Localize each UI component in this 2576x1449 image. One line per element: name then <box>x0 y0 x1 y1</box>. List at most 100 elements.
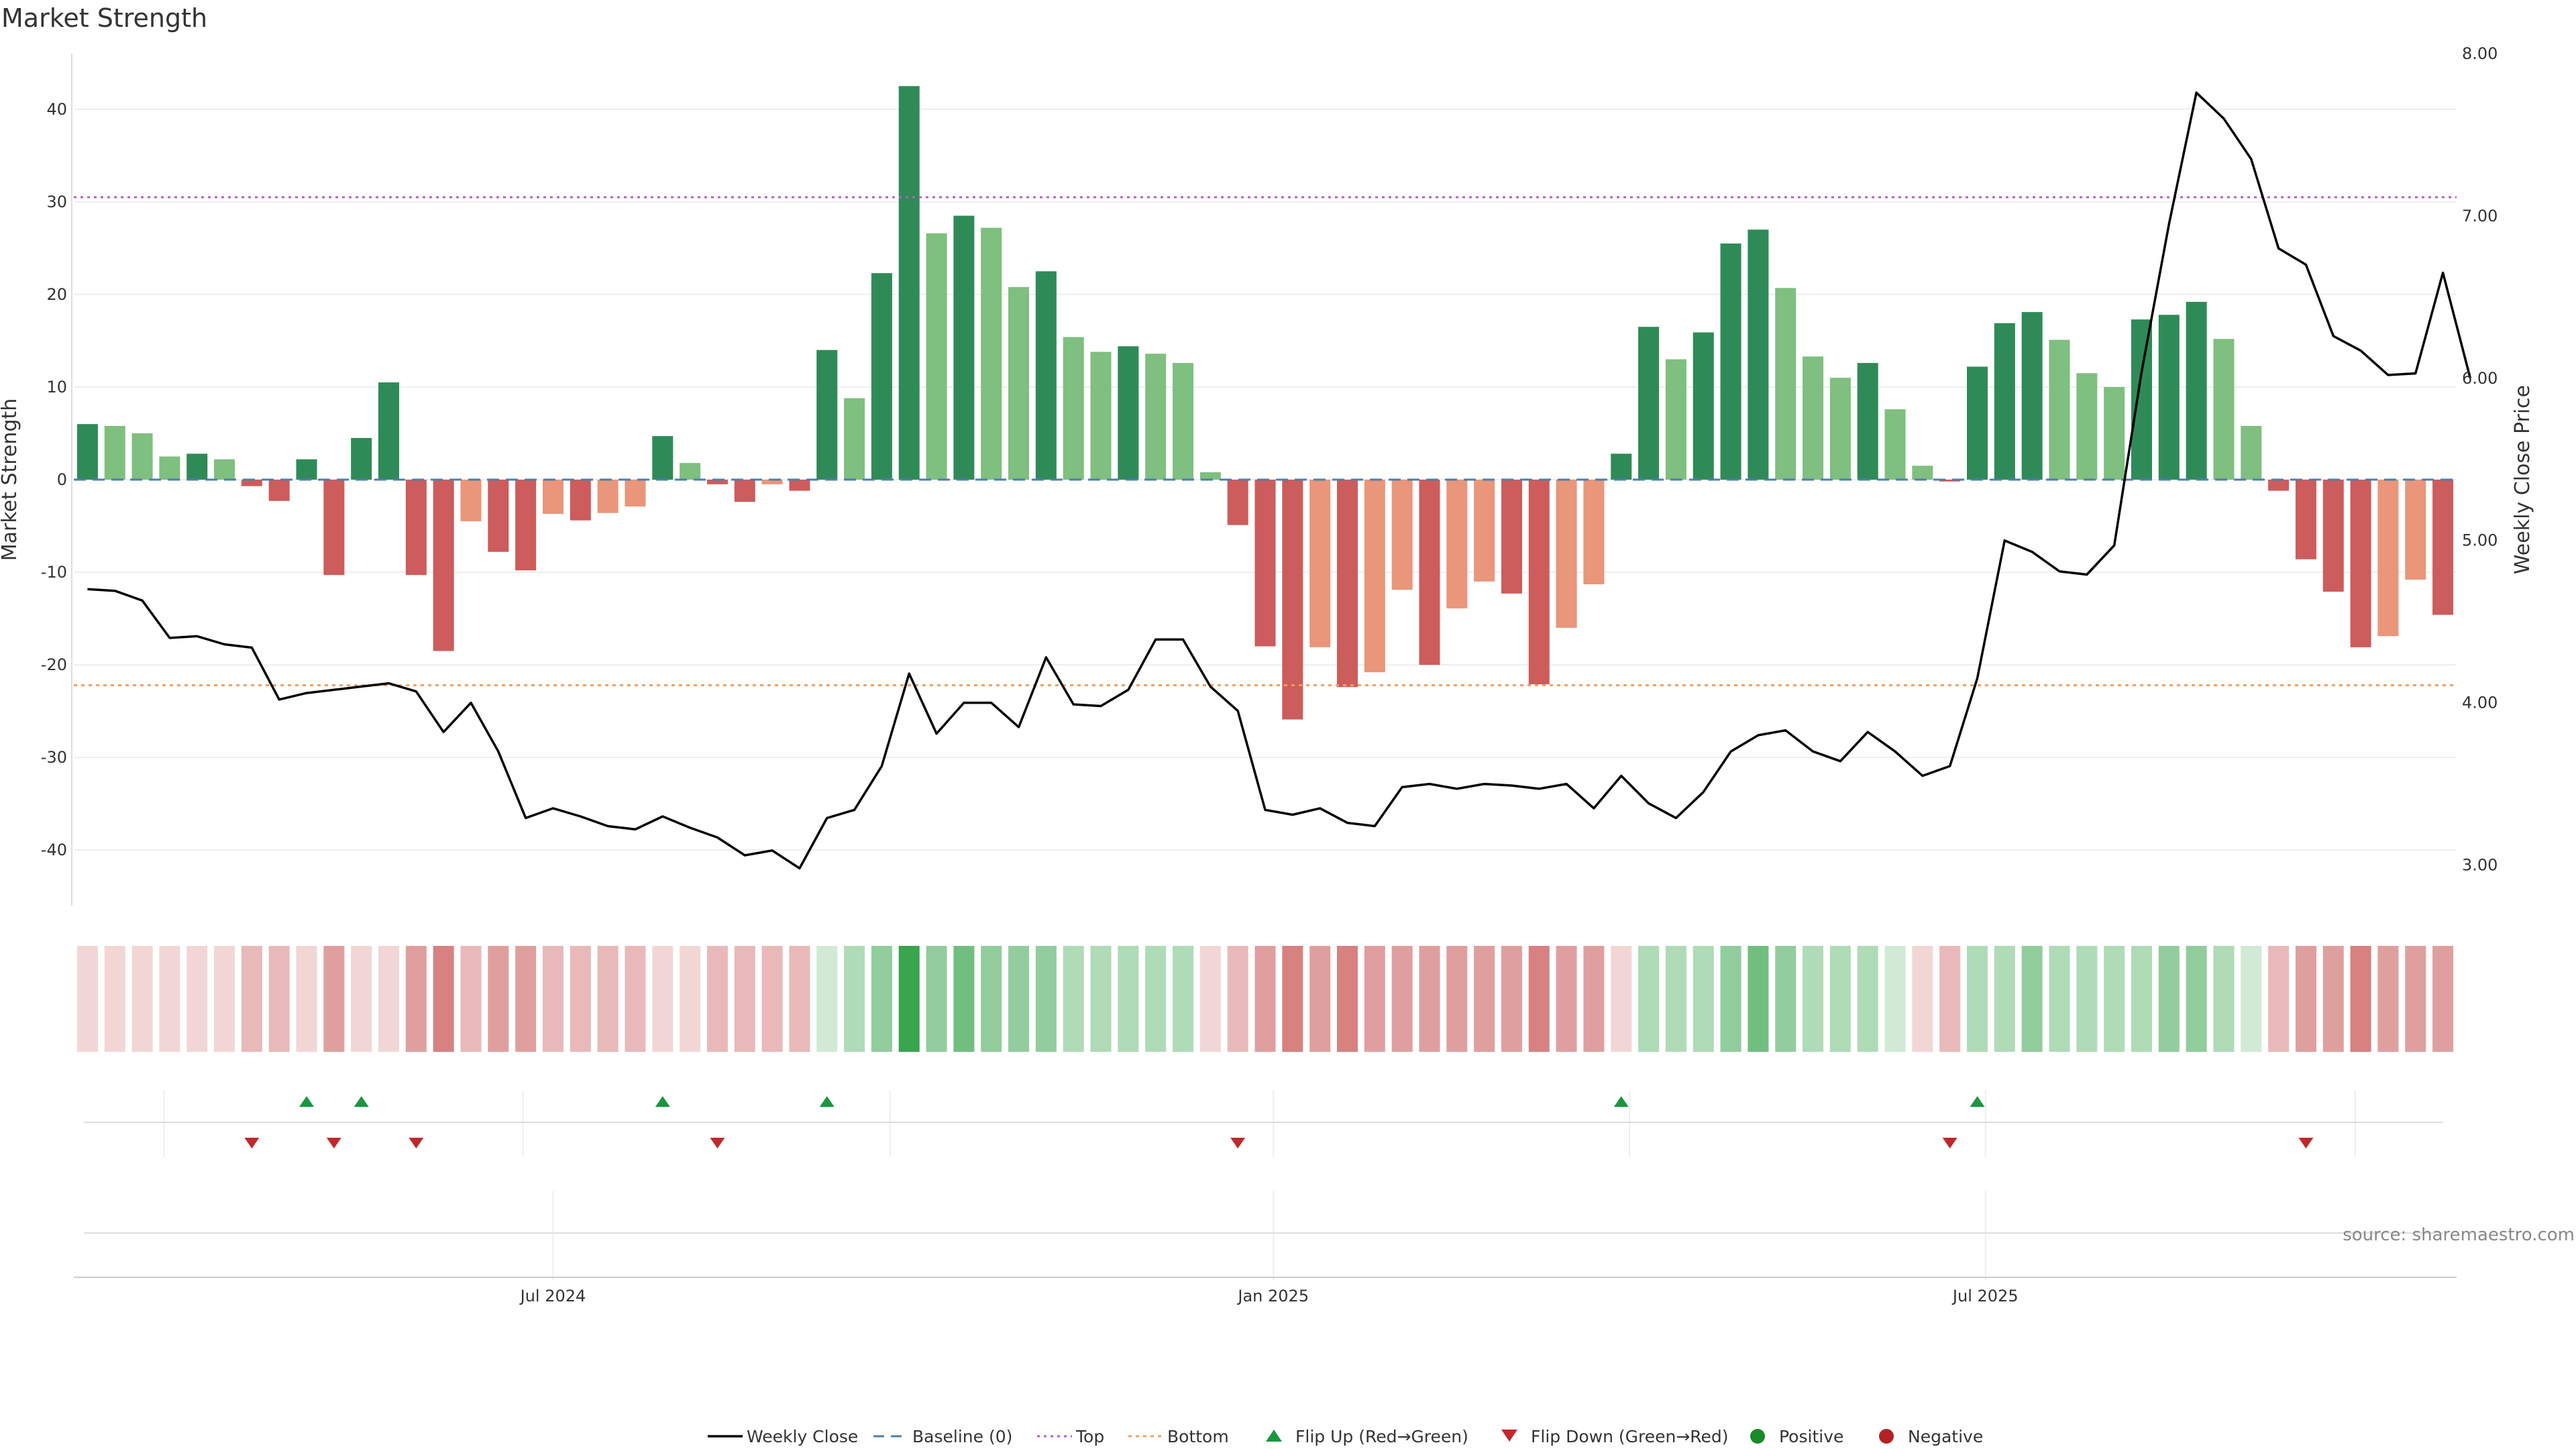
strength-bar <box>1446 480 1468 608</box>
strength-bar <box>1829 378 1851 480</box>
strength-bar <box>652 436 674 480</box>
legend-item-top: Top <box>1037 1427 1104 1446</box>
heat-cell <box>597 946 619 1052</box>
strength-bar <box>1994 323 2015 480</box>
strength-bar <box>214 459 235 480</box>
flip-down-marker <box>2298 1138 2314 1148</box>
strength-bar <box>898 86 920 480</box>
legend-item-negative: Negative <box>1879 1427 1983 1446</box>
strength-bar <box>1145 354 1167 480</box>
heat-cell <box>1501 946 1522 1052</box>
y2-tick-label: 8.00 <box>2462 44 2498 63</box>
strength-bar <box>268 480 290 501</box>
strength-bar <box>1364 480 1385 673</box>
y2-tick-label: 4.00 <box>2462 694 2498 712</box>
strength-bar <box>1611 453 1632 480</box>
strength-bar <box>2158 315 2180 480</box>
heat-cell <box>844 946 865 1052</box>
flip-up-marker <box>819 1096 835 1107</box>
strength-bar <box>1720 243 1741 480</box>
strength-bar <box>378 382 400 480</box>
heat-cell <box>953 946 975 1052</box>
strength-bar <box>1008 286 1030 480</box>
flip-down-marker <box>1230 1138 1246 1148</box>
strength-bar <box>1583 480 1605 584</box>
heat-cell <box>734 946 755 1052</box>
legend-label: Baseline (0) <box>912 1427 1012 1446</box>
strength-bar <box>2076 373 2098 480</box>
heat-cell <box>2432 946 2454 1052</box>
strength-bar <box>1173 363 1194 480</box>
strength-bar <box>926 233 947 480</box>
heat-cell <box>1884 946 1906 1052</box>
heat-cell <box>515 946 537 1052</box>
strength-bar <box>2432 480 2454 615</box>
strength-bar <box>186 453 208 480</box>
heat-cell <box>1611 946 1632 1052</box>
heat-cell <box>2295 946 2316 1052</box>
heat-cell <box>1665 946 1686 1052</box>
y2-tick-label: 6.00 <box>2462 369 2498 388</box>
strength-bar <box>1336 480 1358 688</box>
strength-bar <box>1967 366 1988 480</box>
strength-bar <box>761 480 783 484</box>
heat-cell <box>131 946 153 1052</box>
strength-bar <box>1693 332 1714 480</box>
y-tick-label: -20 <box>41 655 67 674</box>
strength-bar <box>570 480 591 521</box>
heat-cell <box>1090 946 1112 1052</box>
heat-cell <box>186 946 208 1052</box>
heat-cell <box>1556 946 1577 1052</box>
heat-cell <box>2350 946 2371 1052</box>
strength-bar <box>131 433 153 480</box>
heat-cell <box>1199 946 1221 1052</box>
x-tick-label: Jan 2025 <box>1236 1287 1309 1305</box>
strength-bar <box>2268 480 2290 491</box>
heat-cell <box>241 946 262 1052</box>
heat-cell <box>680 946 701 1052</box>
strength-bar <box>2131 319 2152 480</box>
heat-cell <box>1638 946 1660 1052</box>
heat-cell <box>2241 946 2262 1052</box>
heat-cell <box>1528 946 1550 1052</box>
heat-cell <box>433 946 454 1052</box>
strength-bar <box>2186 301 2207 480</box>
heat-cell <box>926 946 947 1052</box>
strength-bar <box>159 456 180 480</box>
y-tick-label: 0 <box>57 470 67 489</box>
strength-bar <box>981 227 1002 480</box>
heat-cell <box>405 946 427 1052</box>
heat-cell <box>2213 946 2235 1052</box>
heat-cell <box>1474 946 1495 1052</box>
heat-cell <box>460 946 482 1052</box>
strength-bar <box>1118 346 1139 480</box>
flip-down-marker <box>409 1138 424 1148</box>
strength-bar <box>1309 480 1331 647</box>
strength-bar <box>241 480 262 486</box>
heat-cell <box>706 946 728 1052</box>
legend-label: Negative <box>1908 1427 1983 1446</box>
heat-cell <box>2377 946 2399 1052</box>
heat-cell <box>1336 946 1358 1052</box>
heat-cell <box>1775 946 1796 1052</box>
strength-bar <box>2405 480 2426 580</box>
strength-bar <box>1939 480 1961 482</box>
flip-up-marker <box>299 1096 315 1107</box>
heat-cell <box>1227 946 1248 1052</box>
y2-tick-label: 5.00 <box>2462 531 2498 550</box>
strength-bar <box>1199 472 1221 480</box>
heat-cell <box>761 946 783 1052</box>
strength-bar <box>1474 480 1495 582</box>
heat-cell <box>542 946 564 1052</box>
strength-bar <box>1419 480 1440 665</box>
legend-item-flip-up: Flip Up (Red→Green) <box>1266 1427 1468 1446</box>
strength-bar <box>1803 356 1824 480</box>
heat-cell <box>76 946 98 1052</box>
legend-flip-up-icon <box>1266 1430 1282 1442</box>
strength-bar <box>515 480 537 571</box>
heat-cell <box>2322 946 2344 1052</box>
heat-cell <box>1118 946 1139 1052</box>
heat-cell <box>1254 946 1276 1052</box>
heat-cell <box>1583 946 1605 1052</box>
legend-label: Top <box>1075 1427 1104 1446</box>
